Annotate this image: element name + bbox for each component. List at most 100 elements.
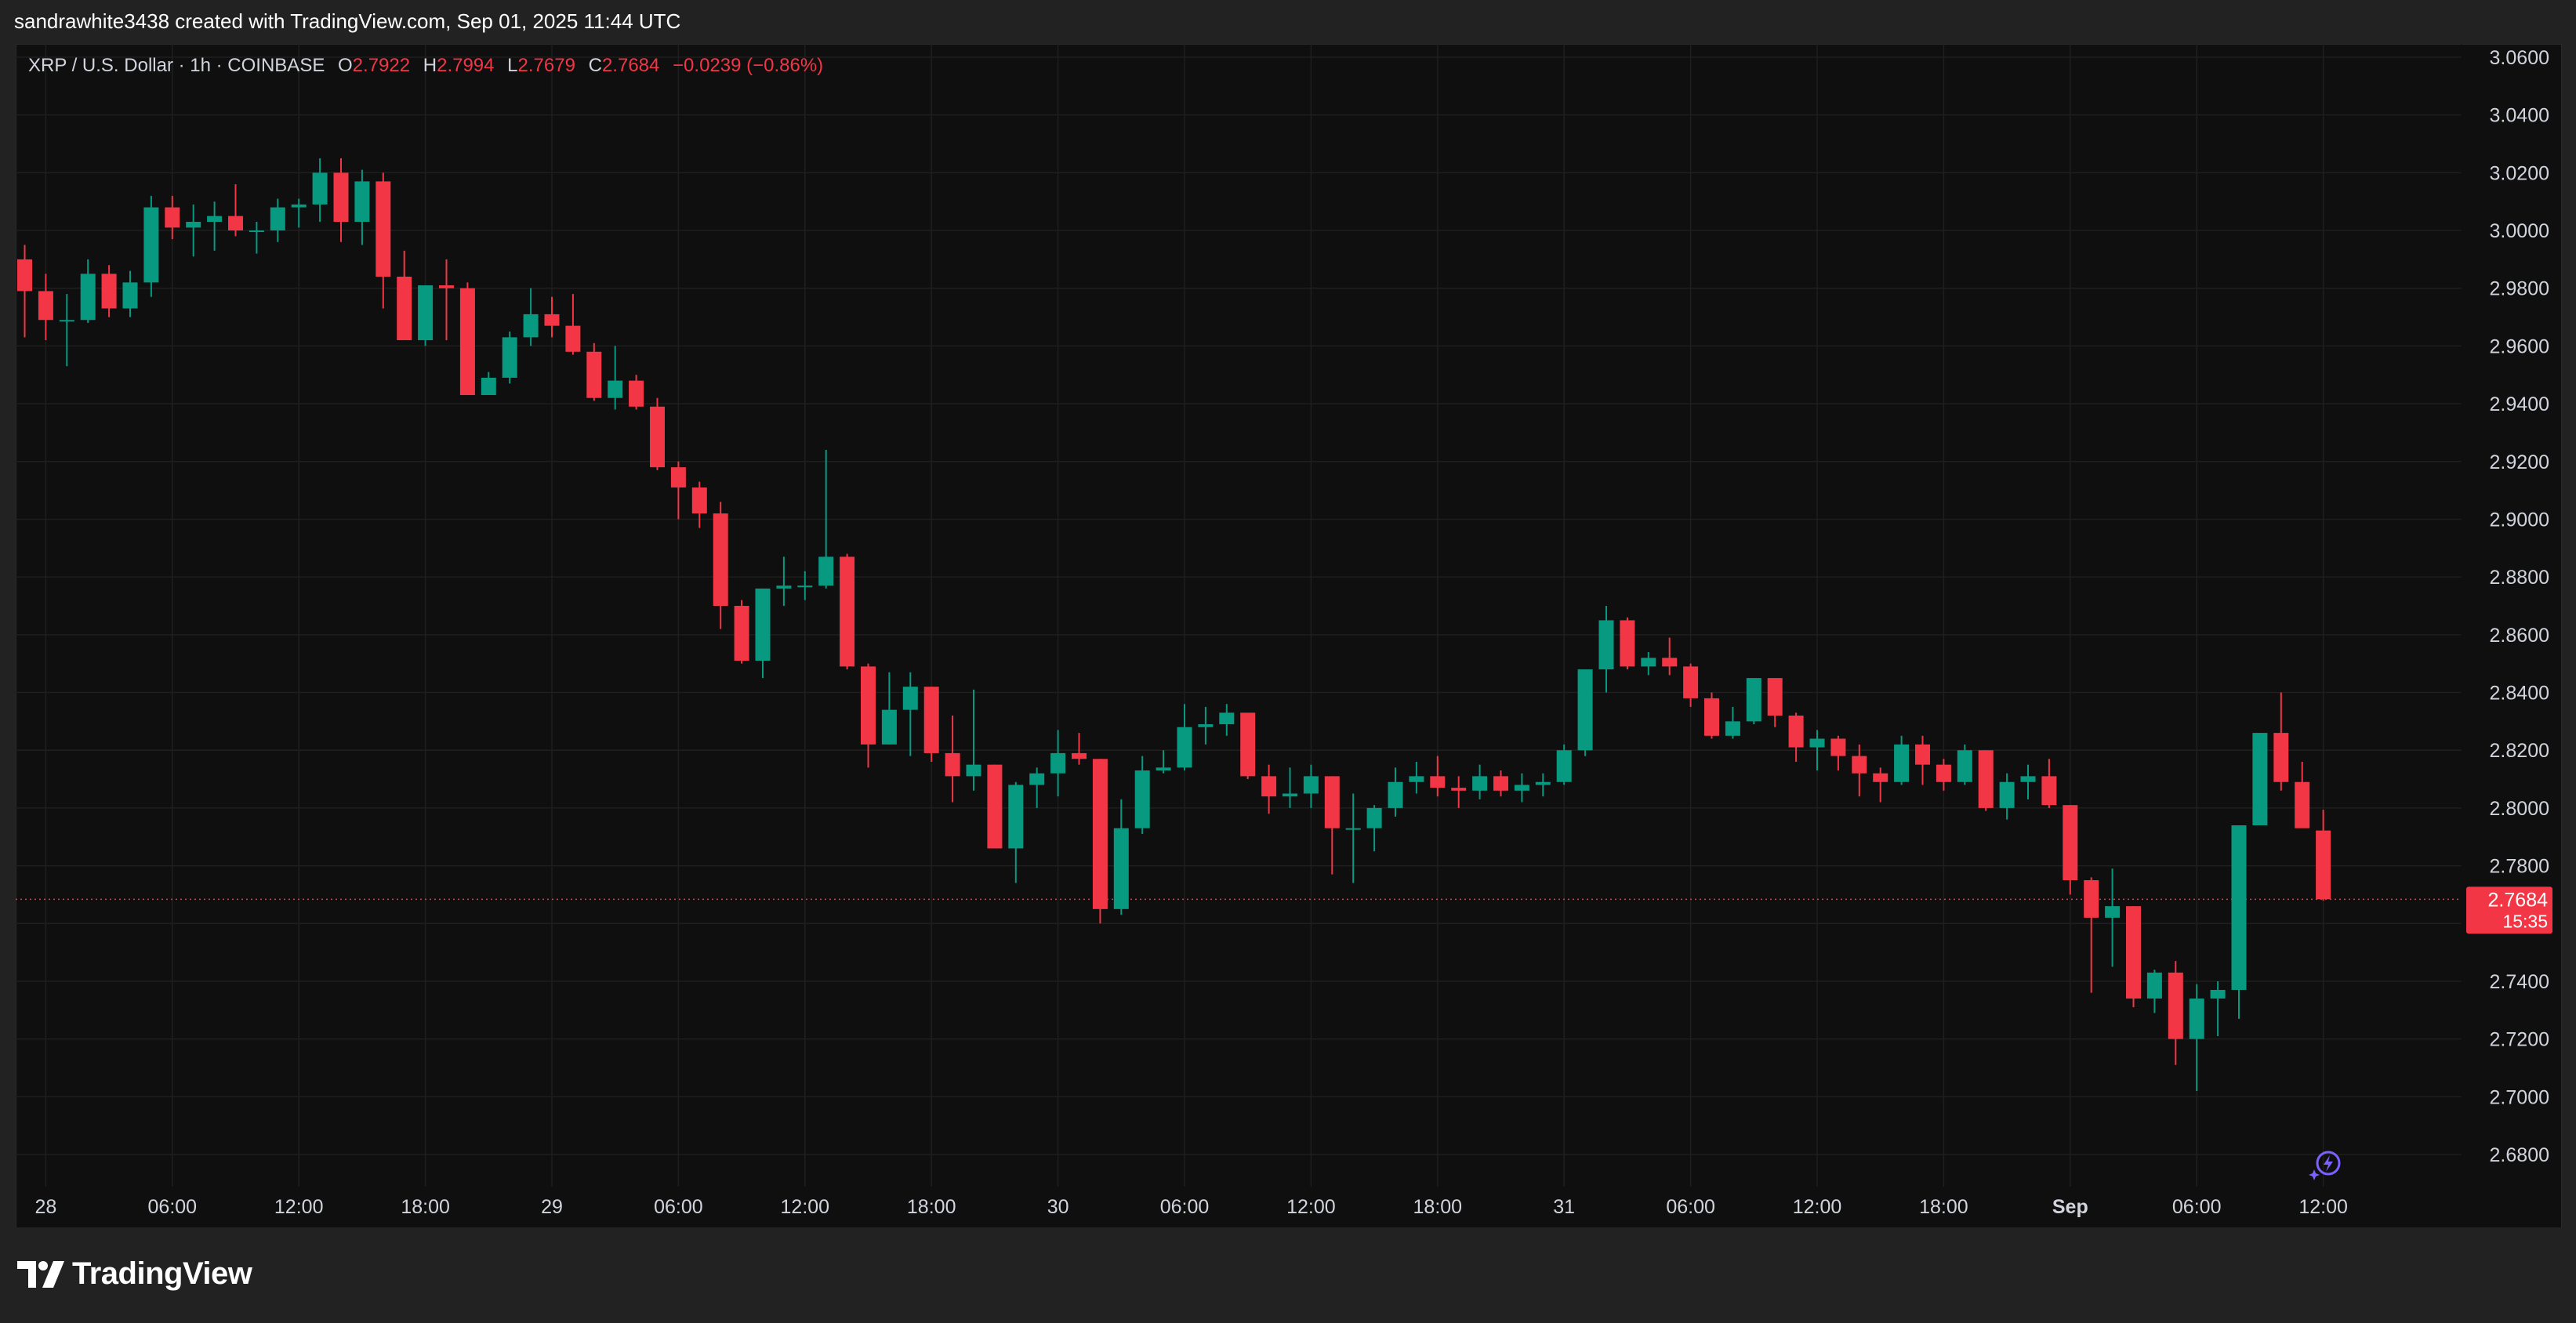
- candle-body: [650, 406, 665, 468]
- candle: [840, 553, 855, 670]
- high-label: H: [423, 55, 437, 76]
- candle-body: [2126, 906, 2141, 999]
- candle: [797, 571, 813, 600]
- candle: [80, 259, 96, 323]
- candle-body: [2252, 733, 2268, 825]
- candle-body: [333, 172, 349, 222]
- candle: [207, 201, 223, 251]
- candle: [691, 481, 707, 528]
- candle: [1493, 770, 1508, 797]
- candle-body: [1915, 744, 1930, 765]
- y-tick-label: 2.7000: [2490, 1086, 2549, 1108]
- y-tick-label: 2.9600: [2490, 335, 2549, 357]
- y-tick-label: 2.9000: [2490, 509, 2549, 531]
- candle: [122, 270, 138, 317]
- candle: [1556, 744, 1572, 785]
- candle-body: [1978, 750, 1994, 808]
- candle: [650, 397, 665, 470]
- candle: [818, 450, 834, 589]
- candle: [1978, 750, 1994, 811]
- candle: [1767, 678, 1783, 727]
- candle-body: [1852, 756, 1867, 774]
- candle-body: [2146, 972, 2162, 999]
- candle: [1324, 776, 1340, 875]
- price-axis[interactable]: 3.0600 3.0400 3.0200 3.0000 2.9800 2.9600 2.94…: [2490, 47, 2549, 1166]
- candle-body: [1430, 776, 1446, 788]
- candle-body: [608, 380, 623, 398]
- candle: [544, 296, 560, 338]
- candle-body: [1704, 698, 1719, 736]
- candle: [1873, 767, 1888, 803]
- x-tick-label: 18:00: [1413, 1196, 1463, 1218]
- candle-body: [1072, 752, 1087, 759]
- x-tick-label: 18:00: [1919, 1196, 1968, 1218]
- candle-body: [1472, 776, 1488, 791]
- x-tick-label: 30: [1047, 1196, 1069, 1218]
- symbol-legend[interactable]: XRP / U.S. Dollar · 1h · COINBASE O2.792…: [28, 55, 823, 77]
- close-label: C: [588, 55, 602, 76]
- candle-body: [1134, 770, 1150, 828]
- candle-body: [734, 606, 749, 661]
- lightning-flash-icon[interactable]: [2308, 1147, 2342, 1182]
- time-axis[interactable]: 28 06:00 12:00 18:00 29 06:00 12:00 18:00 30 06:0…: [34, 1196, 2347, 1218]
- candle: [902, 672, 918, 756]
- candle-body: [59, 320, 74, 322]
- y-tick-label: 3.0600: [2490, 47, 2549, 69]
- candle-body: [1683, 666, 1699, 698]
- candle-body: [2231, 825, 2247, 990]
- symbol-title[interactable]: XRP / U.S. Dollar · 1h · COINBASE: [28, 55, 325, 76]
- chart-grid: [16, 44, 2462, 1227]
- candle-body: [1409, 776, 1424, 782]
- candle-body: [312, 172, 328, 205]
- attribution-bar: sandrawhite3438 created with TradingView…: [0, 0, 2576, 44]
- candle: [186, 204, 201, 257]
- price-tag-background: [2466, 886, 2552, 934]
- candle: [1134, 756, 1150, 835]
- candle: [1261, 764, 1277, 814]
- candle-body: [2189, 999, 2204, 1039]
- candle: [1830, 735, 1846, 770]
- candle-body: [1809, 738, 1825, 748]
- x-tick-label: 06:00: [654, 1196, 703, 1218]
- candle-body: [1936, 764, 1951, 782]
- tradingview-logo[interactable]: TradingView: [17, 1256, 252, 1292]
- candle-body: [1156, 767, 1171, 770]
- candle: [2063, 805, 2078, 895]
- candle: [1283, 767, 1297, 808]
- close-value: 2.7684: [601, 55, 660, 76]
- candle: [291, 198, 307, 228]
- candle: [1345, 793, 1361, 883]
- candle-body: [565, 325, 581, 352]
- candle-body: [1641, 658, 1656, 667]
- candle: [1894, 735, 1910, 785]
- candle-body: [1598, 620, 1614, 670]
- y-tick-label: 3.0400: [2490, 105, 2549, 127]
- chart-pane[interactable]: [16, 44, 2562, 1229]
- candle-body: [1113, 828, 1129, 909]
- x-tick-label: 18:00: [907, 1196, 956, 1218]
- low-value: 2.7679: [517, 55, 575, 76]
- candle-body: [249, 230, 264, 233]
- candle: [2210, 980, 2226, 1036]
- y-tick-label: 2.8800: [2490, 567, 2549, 589]
- candle-body: [1029, 773, 1045, 785]
- candle-body: [1725, 721, 1740, 736]
- candle-body: [1451, 788, 1467, 791]
- candle-body: [291, 204, 307, 208]
- candle: [1113, 799, 1129, 915]
- candle: [1050, 730, 1066, 797]
- candle-body: [165, 207, 180, 228]
- y-tick-label: 2.9400: [2490, 393, 2549, 415]
- candle: [1451, 776, 1467, 808]
- candle-body: [1788, 716, 1804, 748]
- candle: [1936, 759, 1951, 791]
- y-tick-label: 2.8400: [2490, 683, 2549, 705]
- candle-body: [713, 513, 728, 606]
- candle-body: [1219, 712, 1235, 725]
- candle-body: [691, 487, 707, 514]
- candle: [1725, 706, 1740, 739]
- candle: [2295, 761, 2310, 828]
- candle-body: [1662, 658, 1678, 667]
- x-tick-label: 12:00: [1793, 1196, 1842, 1218]
